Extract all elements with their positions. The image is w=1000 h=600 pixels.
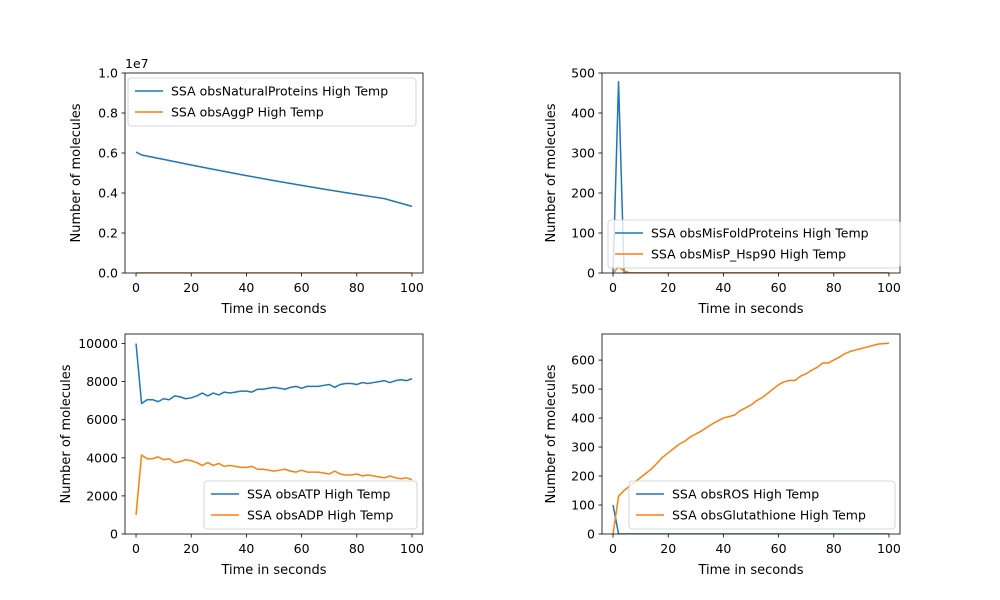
x-tick-label: 20 xyxy=(660,541,676,556)
x-tick-label: 40 xyxy=(238,541,254,556)
legend: SSA obsATP High Temp SSA obsADP High Temp xyxy=(203,480,418,530)
y-tick-label: 0.8 xyxy=(98,106,118,121)
y-tick-label: 600 xyxy=(571,353,595,368)
axes-frame xyxy=(601,333,901,535)
x-tick-label: 0 xyxy=(609,280,617,295)
y-axis-label: Number of molecules xyxy=(69,103,84,242)
y-tick-label: 0.6 xyxy=(98,146,118,161)
y-tick-label: 500 xyxy=(571,382,595,397)
x-tick-label: 100 xyxy=(400,280,424,295)
axes-frame xyxy=(601,72,901,274)
x-tick-label: 100 xyxy=(400,541,424,556)
series-line-2 xyxy=(612,342,889,534)
x-tick-label: 60 xyxy=(294,280,310,295)
chart-panel-1: 0 20 40 60 80 100 0.0 0.2 0.4 0.6 0.8 1.0 1e7 Time in… xyxy=(69,56,424,317)
x-tick-label: 20 xyxy=(183,280,199,295)
x-tick-label: 60 xyxy=(771,280,787,295)
x-tick-label: 80 xyxy=(826,280,842,295)
legend: SSA obsNaturalProteins High Temp SSA obsA… xyxy=(127,77,417,127)
y-tick-label: 200 xyxy=(571,469,595,484)
y-tick-label: 10000 xyxy=(78,336,118,351)
chart-panel-2: 0 20 40 60 80 100 0 100 200 300 400 500 Time in seco… xyxy=(544,66,901,318)
y-tick-label: 100 xyxy=(571,498,595,513)
chart-panel-3: 0 20 40 60 80 100 0 2000 4000 6000 8000 10000 Time i… xyxy=(59,333,424,578)
x-tick-label: 60 xyxy=(771,541,787,556)
x-tick-label: 40 xyxy=(715,541,731,556)
x-tick-label: 60 xyxy=(294,541,310,556)
series-line-2 xyxy=(135,454,413,516)
legend-label: SSA obsROS High Temp xyxy=(672,487,819,502)
legend-label: SSA obsAggP High Temp xyxy=(171,105,324,120)
y-tick-label: 8000 xyxy=(86,374,118,389)
y-tick-label: 0.4 xyxy=(98,186,118,201)
y-tick-label: 0 xyxy=(587,527,595,542)
series-line-1 xyxy=(135,151,413,208)
x-tick-label: 0 xyxy=(132,541,140,556)
legend-box xyxy=(127,77,417,127)
y-tick-label: 6000 xyxy=(86,412,118,427)
legend-label: SSA obsADP High Temp xyxy=(247,508,393,523)
x-tick-label: 100 xyxy=(877,541,901,556)
series-line-1 xyxy=(612,81,889,273)
y-tick-label: 400 xyxy=(571,106,595,121)
y-axis-label: Number of molecules xyxy=(544,364,559,503)
y-tick-label: 300 xyxy=(571,440,595,455)
x-tick-label: 80 xyxy=(826,541,842,556)
x-tick-label: 80 xyxy=(349,280,365,295)
x-tick-label: 20 xyxy=(660,280,676,295)
chart-panel-4: 0 20 40 60 80 100 0 100 200 300 400 500 600 Time in s… xyxy=(544,333,901,578)
legend: SSA obsROS High Temp SSA obsGlutathione H… xyxy=(628,480,896,530)
x-tick-label: 100 xyxy=(877,280,901,295)
series-line-2 xyxy=(612,266,889,273)
y-tick-label: 2000 xyxy=(86,488,118,503)
y-tick-label: 200 xyxy=(571,186,595,201)
y-tick-label: 0.2 xyxy=(98,226,118,241)
legend-label: SSA obsMisP_Hsp90 High Temp xyxy=(651,247,846,262)
y-axis-label: Number of molecules xyxy=(59,364,74,503)
legend-label: SSA obsMisFoldProteins High Temp xyxy=(651,226,869,241)
y-tick-label: 0 xyxy=(587,266,595,281)
y-offset-label: 1e7 xyxy=(125,56,149,71)
y-tick-label: 500 xyxy=(571,66,595,81)
y-tick-label: 4000 xyxy=(86,450,118,465)
series-line-1 xyxy=(135,343,413,405)
legend-box xyxy=(203,480,418,530)
legend-box xyxy=(607,219,901,269)
x-axis-label: Time in seconds xyxy=(697,302,803,317)
x-tick-label: 40 xyxy=(238,280,254,295)
y-tick-label: 300 xyxy=(571,146,595,161)
x-axis-label: Time in seconds xyxy=(220,302,326,317)
axes-frame xyxy=(124,72,424,274)
x-tick-label: 20 xyxy=(183,541,199,556)
x-axis-label: Time in seconds xyxy=(220,563,326,578)
legend: SSA obsMisFoldProteins High Temp SSA obsM… xyxy=(607,219,901,269)
x-tick-label: 0 xyxy=(132,280,140,295)
axes-frame xyxy=(124,333,424,535)
y-axis-label: Number of molecules xyxy=(544,103,559,242)
x-axis-label: Time in seconds xyxy=(697,563,803,578)
y-tick-label: 0 xyxy=(110,527,118,542)
y-tick-label: 1.0 xyxy=(98,66,118,81)
y-tick-label: 400 xyxy=(571,411,595,426)
legend-label: SSA obsNaturalProteins High Temp xyxy=(171,84,388,99)
y-tick-label: 0.0 xyxy=(98,266,118,281)
legend-label: SSA obsGlutathione High Temp xyxy=(672,508,866,523)
y-tick-label: 100 xyxy=(571,226,595,241)
x-tick-label: 40 xyxy=(715,280,731,295)
legend-label: SSA obsATP High Temp xyxy=(247,487,391,502)
legend-box xyxy=(628,480,896,530)
x-tick-label: 0 xyxy=(609,541,617,556)
x-tick-label: 80 xyxy=(349,541,365,556)
